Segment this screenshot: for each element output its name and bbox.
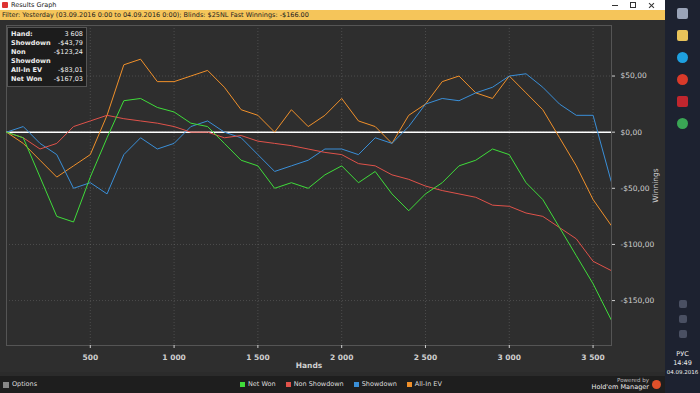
html-text:Filter: Yesterday (03.09.2016: Filter: Yesterday (03.09.2016 0:00 to 04…: [2, 11, 309, 19]
html-text:Showdown: Showdown: [11, 39, 51, 47]
html-text:All-In EV: All-In EV: [11, 66, 42, 74]
svg-text:3 000: 3 000: [498, 353, 522, 362]
html-text:Showdown: Showdown: [361, 380, 397, 388]
svg-text:$50,00: $50,00: [621, 71, 647, 80]
html-text:РУС: РУС: [676, 350, 689, 358]
html-text:Hand:: Hand:: [11, 30, 33, 38]
html-text:Powered by: Powered by: [617, 377, 649, 383]
html-text:Results Graph: Results Graph: [11, 1, 57, 9]
svg-text:Winnings: Winnings: [651, 168, 660, 202]
html-text:Options: Options: [12, 380, 38, 388]
svg-text:$0,00: $0,00: [621, 128, 643, 137]
html-text:04.09.2016: 04.09.2016: [666, 369, 699, 375]
html-text:Non Showdown: Non Showdown: [293, 380, 344, 388]
svg-text:2 000: 2 000: [330, 353, 354, 362]
html-text:Hold'em Manager: Hold'em Manager: [591, 383, 649, 391]
svg-text:1 500: 1 500: [246, 353, 270, 362]
svg-text:1 000: 1 000: [162, 353, 186, 362]
svg-text:-$50,00: -$50,00: [621, 184, 650, 193]
html-text:3 608: 3 608: [64, 30, 83, 38]
svg-text:-$150,00: -$150,00: [621, 296, 655, 305]
svg-text:3 500: 3 500: [581, 353, 605, 362]
html-text:-$123,24: -$123,24: [53, 48, 83, 56]
html-text:Non Showdown: Non Showdown: [11, 48, 51, 65]
html-text:-$83,01: -$83,01: [57, 66, 83, 74]
html-text:-$43,79: -$43,79: [57, 39, 83, 47]
html-text:All-In EV: All-In EV: [414, 380, 442, 388]
svg-text:500: 500: [82, 353, 98, 362]
html-text:-$167,03: -$167,03: [53, 75, 83, 83]
html-text:Net Won: Net Won: [248, 380, 276, 388]
html-text:14:49: 14:49: [673, 359, 692, 367]
html-text:Net Won: Net Won: [11, 75, 43, 83]
svg-text:Hands: Hands: [296, 361, 323, 370]
svg-text:-$100,00: -$100,00: [621, 240, 655, 249]
svg-text:2 500: 2 500: [414, 353, 438, 362]
